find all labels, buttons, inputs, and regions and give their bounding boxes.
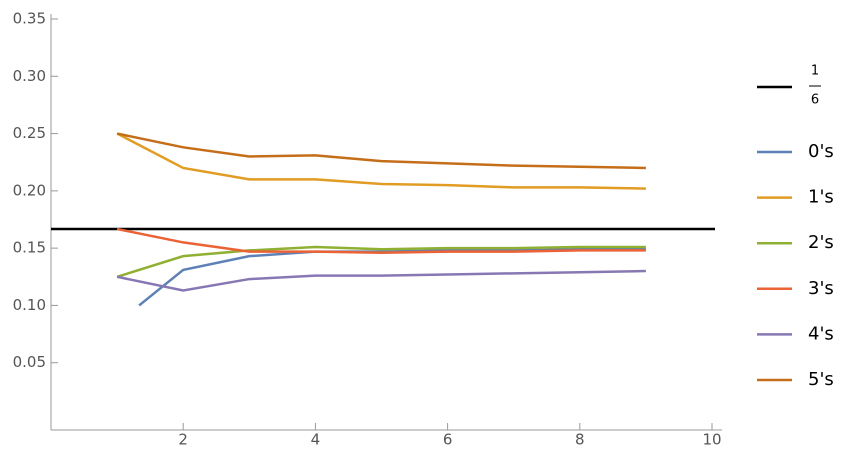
legend-label: 0's (808, 141, 834, 162)
y-tick-label: 0.25 (13, 124, 46, 142)
series-line (116, 227, 646, 254)
x-tick-label: 8 (575, 431, 585, 449)
x-tick-label: 2 (178, 431, 188, 449)
series-line (116, 132, 646, 190)
legend-denominator: 6 (811, 93, 819, 108)
series-line (116, 269, 646, 292)
legend-numerator: 1 (811, 64, 819, 79)
series-line (116, 245, 646, 278)
y-tick-label: 0.20 (13, 181, 46, 199)
legend-label: 5's (808, 369, 834, 390)
x-tick-label: 6 (443, 431, 453, 449)
y-tick-label: 0.15 (13, 239, 46, 257)
y-tick-label: 0.05 (13, 353, 46, 371)
y-tick-label: 0.35 (13, 10, 46, 28)
y-tick-label: 0.10 (13, 296, 46, 314)
x-tick-label: 10 (702, 431, 721, 449)
series-line (116, 132, 646, 170)
legend-label: 2's (808, 232, 834, 253)
y-tick-label: 0.30 (13, 67, 46, 85)
legend-label: 3's (808, 278, 834, 299)
series-line (138, 248, 646, 307)
legend-label: 4's (808, 323, 834, 344)
legend-label: 1's (808, 187, 834, 208)
x-tick-label: 4 (311, 431, 321, 449)
